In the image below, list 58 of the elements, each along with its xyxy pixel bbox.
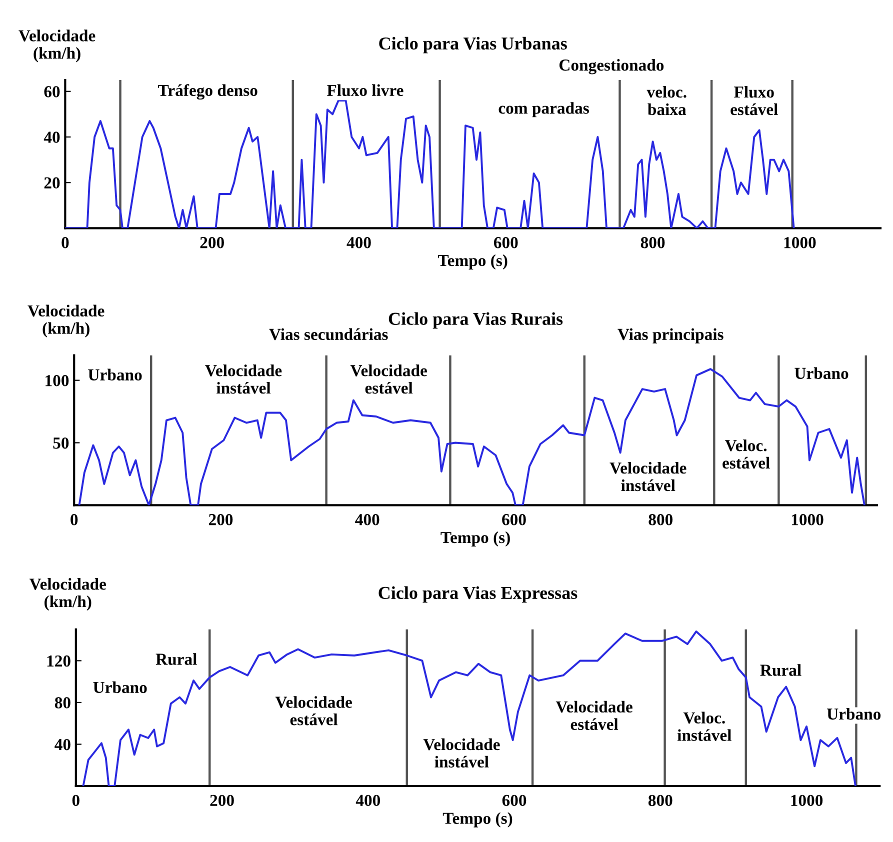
x-tick-label: 0 xyxy=(72,794,80,806)
y-axis-title: Velocidade (km/h) xyxy=(29,578,106,611)
annotation: Rural xyxy=(156,653,197,665)
annotation: Velocidade instável xyxy=(205,364,282,394)
y-axis-title: Velocidade (km/h) xyxy=(18,30,96,62)
y-tick-label: 60 xyxy=(44,86,60,98)
x-tick-label: 400 xyxy=(356,794,380,806)
chart-title: Ciclo para Vias Urbanas xyxy=(379,36,567,54)
annotation: veloc. baixa xyxy=(646,86,686,116)
x-tick-label: 1000 xyxy=(784,236,816,248)
annotation: Velocidade instável xyxy=(610,462,686,492)
text: Vias secundárias xyxy=(269,328,388,340)
y-tick-label: 100 xyxy=(46,375,69,386)
annotation: Urbano xyxy=(794,367,848,379)
annotation: Veloc. estável xyxy=(722,439,770,469)
x-tick-label: 200 xyxy=(210,794,234,806)
x-axis-title: Tempo (s) xyxy=(438,254,508,270)
x-tick-label: 600 xyxy=(502,794,526,806)
annotation: Velocidade estável xyxy=(275,696,352,726)
y-tick-label: 120 xyxy=(47,655,70,667)
text: Congestionado xyxy=(559,59,664,74)
x-axis-title: Tempo (s) xyxy=(440,531,510,547)
y-axis-title: Velocidade (km/h) xyxy=(28,304,104,338)
x-tick-label: 800 xyxy=(648,794,672,806)
annotation: Urbano xyxy=(88,368,142,380)
y-tick-label: 20 xyxy=(44,177,60,189)
annotation: Tráfego denso xyxy=(158,84,258,100)
annotation: Urbano xyxy=(93,681,147,694)
annotation: Fluxo estável xyxy=(730,86,778,116)
x-tick-label: 1000 xyxy=(791,794,823,806)
x-tick-label: 400 xyxy=(346,236,371,248)
x-tick-label: 400 xyxy=(355,514,380,526)
annotation: Velocidade instável xyxy=(423,738,500,768)
x-tick-label: 0 xyxy=(62,236,69,248)
x-tick-label: 200 xyxy=(200,236,224,248)
x-tick-label: 0 xyxy=(70,514,78,526)
annotation: Velocidade estável xyxy=(556,700,632,730)
x-axis-title: Tempo (s) xyxy=(442,812,512,828)
x-tick-label: 800 xyxy=(648,514,673,526)
y-tick-label: 40 xyxy=(44,132,60,143)
x-tick-label: 600 xyxy=(502,514,526,526)
annotation: Veloc. instável xyxy=(677,712,732,741)
annotation: Urbano xyxy=(826,708,881,720)
line-series xyxy=(65,100,795,228)
annotation: Velocidade estável xyxy=(350,364,427,394)
annotation: Fluxo livre xyxy=(327,84,404,96)
y-tick-label: 40 xyxy=(54,738,70,750)
y-tick-label: 80 xyxy=(54,697,70,708)
annotation: com paradas xyxy=(498,102,589,118)
chart-title: Ciclo para Vias Expressas xyxy=(378,586,578,603)
annotation: Rural xyxy=(760,664,802,676)
chart-title: Ciclo para Vias Rurais xyxy=(388,312,563,329)
x-tick-label: 200 xyxy=(208,514,233,526)
y-tick-label: 50 xyxy=(53,437,69,449)
text: Vias principais xyxy=(618,328,724,344)
x-tick-label: 1000 xyxy=(792,514,824,526)
x-tick-label: 800 xyxy=(640,236,665,248)
x-tick-label: 600 xyxy=(494,236,518,248)
